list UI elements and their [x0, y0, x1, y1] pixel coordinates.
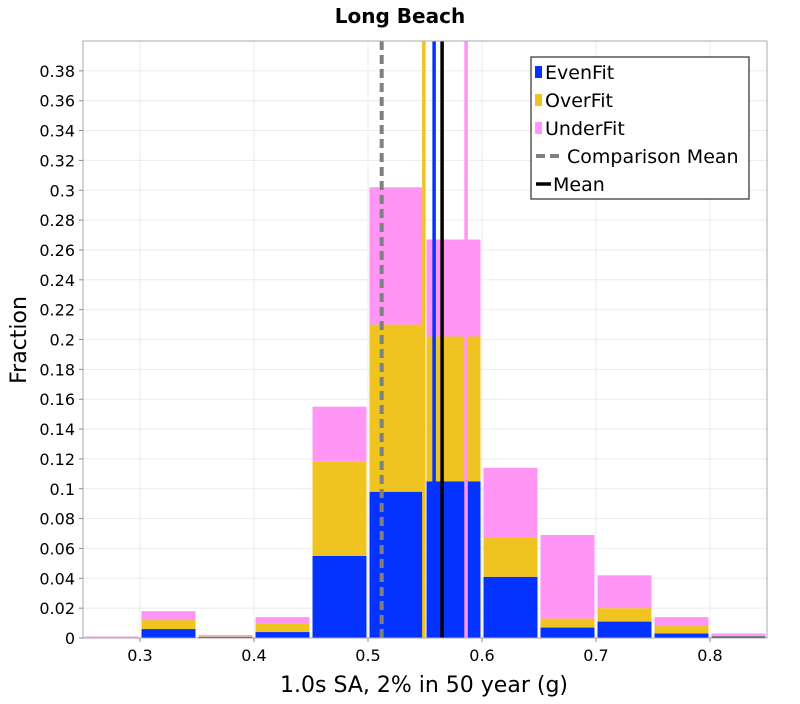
x-tick-label: 0.4 — [241, 646, 266, 665]
bar-evenfit-1 — [142, 629, 196, 638]
bar-underfit-2 — [199, 635, 253, 636]
y-axis-label: Fraction — [7, 296, 32, 384]
x-tick-label: 0.3 — [127, 646, 152, 665]
y-tick-label: 0.24 — [39, 271, 75, 290]
bar-underfit-10 — [655, 617, 709, 626]
y-tick-label: 0 — [65, 629, 75, 648]
y-tick-label: 0.1 — [50, 480, 75, 499]
legend-label: Mean — [553, 174, 605, 196]
y-tick-label: 0.02 — [39, 599, 75, 618]
bar-overfit-9 — [598, 608, 652, 621]
y-tick-label: 0.36 — [39, 92, 75, 111]
y-tick-label: 0.32 — [39, 151, 75, 170]
bar-overfit-4 — [313, 462, 367, 556]
y-tick-label: 0.3 — [50, 181, 75, 200]
y-tick-label: 0.14 — [39, 420, 75, 439]
y-tick-label: 0.2 — [50, 331, 75, 350]
x-axis-ticks: 0.3 0.4 0.5 0.6 0.7 0.8 — [127, 638, 722, 665]
bar-evenfit-3 — [256, 632, 310, 638]
legend-swatch — [535, 122, 542, 134]
bar-overfit-5 — [370, 325, 424, 492]
y-tick-label: 0.34 — [39, 122, 75, 141]
bar-underfit-5 — [370, 187, 424, 324]
bar-evenfit-9 — [598, 622, 652, 638]
bar-overfit-1 — [142, 620, 196, 629]
bar-underfit-9 — [598, 575, 652, 608]
bar-overfit-8 — [541, 619, 595, 628]
y-tick-label: 0.08 — [39, 510, 75, 529]
legend-swatch — [535, 94, 542, 106]
bar-evenfit-8 — [541, 628, 595, 638]
bar-underfit-0 — [85, 637, 139, 638]
bar-overfit-7 — [484, 538, 538, 577]
x-tick-label: 0.6 — [469, 646, 494, 665]
x-axis-label: 1.0s SA, 2% in 50 year (g) — [280, 673, 568, 698]
x-tick-label: 0.8 — [697, 646, 722, 665]
y-tick-label: 0.26 — [39, 241, 75, 260]
y-tick-label: 0.04 — [39, 569, 75, 588]
bar-underfit-7 — [484, 468, 538, 538]
chart-title: Long Beach — [335, 4, 465, 28]
legend-label: EvenFit — [545, 62, 614, 84]
legend-label: UnderFit — [545, 118, 625, 140]
y-tick-label: 0.38 — [39, 62, 75, 81]
y-tick-label: 0.18 — [39, 360, 75, 379]
y-tick-label: 0.28 — [39, 211, 75, 230]
legend-label: OverFit — [545, 90, 613, 112]
bar-overfit-10 — [655, 626, 709, 633]
bar-evenfit-5 — [370, 492, 424, 638]
bar-overfit-3 — [256, 623, 310, 632]
bar-underfit-3 — [256, 617, 310, 623]
y-tick-label: 0.22 — [39, 301, 75, 320]
legend-swatch — [535, 66, 542, 78]
legend-label: Comparison Mean — [567, 146, 739, 168]
y-tick-label: 0.12 — [39, 450, 75, 469]
bar-evenfit-4 — [313, 556, 367, 638]
bar-underfit-4 — [313, 407, 367, 462]
legend: EvenFit OverFit UnderFit Comparison Mean Mea… — [531, 57, 749, 199]
y-axis-ticks: 0 0.02 0.04 0.06 0.08 0.1 0.12 0.14 0.16 0.18 0.2 0… — [39, 62, 83, 648]
bar-underfit-11 — [712, 634, 766, 636]
y-tick-label: 0.16 — [39, 390, 75, 409]
x-tick-label: 0.5 — [355, 646, 380, 665]
bar-evenfit-7 — [484, 577, 538, 638]
y-tick-label: 0.06 — [39, 539, 75, 558]
bar-underfit-8 — [541, 535, 595, 619]
bar-overfit-11 — [712, 636, 766, 637]
bar-evenfit-10 — [655, 634, 709, 638]
bar-underfit-1 — [142, 611, 196, 620]
x-tick-label: 0.7 — [583, 646, 608, 665]
